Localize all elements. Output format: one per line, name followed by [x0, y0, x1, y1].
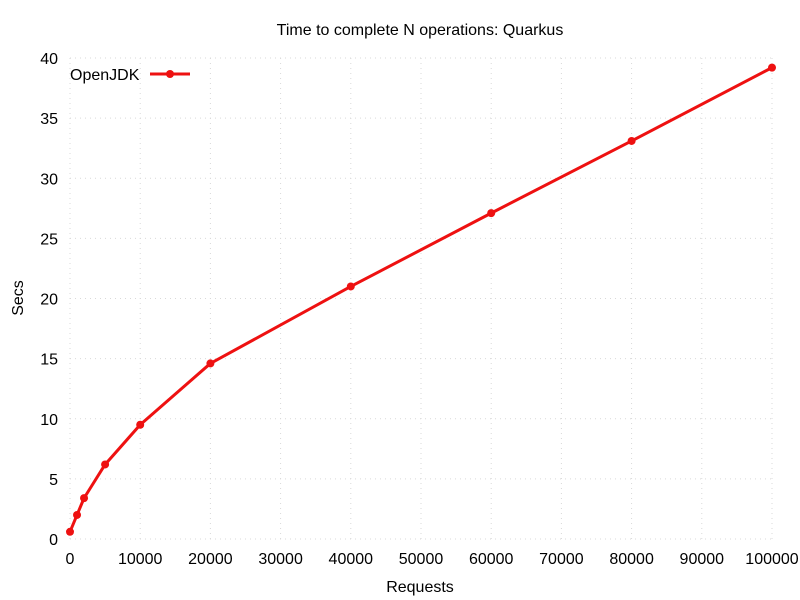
- y-tick-label: 40: [40, 51, 58, 68]
- x-tick-label: 10000: [118, 551, 163, 568]
- x-tick-label: 40000: [329, 551, 374, 568]
- y-axis-title: Secs: [10, 280, 27, 316]
- y-tick-label: 25: [40, 231, 58, 248]
- y-tick-label: 0: [49, 532, 58, 549]
- y-tick-label: 35: [40, 111, 58, 128]
- grid: [69, 57, 773, 540]
- y-tick-label: 30: [40, 171, 58, 188]
- series-layer: [66, 63, 776, 536]
- data-point: [206, 359, 215, 368]
- x-tick-label: 30000: [258, 551, 303, 568]
- x-tick-label: 0: [66, 551, 75, 568]
- x-axis-title: Requests: [386, 579, 454, 596]
- data-point: [136, 420, 145, 429]
- data-point: [101, 460, 110, 469]
- x-tick-label: 100000: [745, 551, 798, 568]
- data-point: [627, 136, 636, 145]
- x-tick-label: 70000: [539, 551, 584, 568]
- legend-marker-openjdk: [166, 70, 174, 78]
- x-tick-label: 80000: [609, 551, 654, 568]
- x-tick-label: 20000: [188, 551, 233, 568]
- data-point: [346, 282, 355, 291]
- y-tick-label: 15: [40, 352, 58, 369]
- y-tick-label: 20: [40, 292, 58, 309]
- legend: OpenJDK: [70, 67, 190, 84]
- y-axis-ticks: 0 5 10 15 20 25 30 35 40: [40, 51, 58, 549]
- x-tick-label: 90000: [680, 551, 725, 568]
- x-tick-label: 60000: [469, 551, 514, 568]
- x-tick-label: 50000: [399, 551, 444, 568]
- series-line-openjdk: [68, 66, 774, 534]
- y-tick-label: 5: [49, 472, 58, 489]
- data-point: [66, 527, 74, 536]
- y-tick-label: 10: [40, 412, 58, 429]
- data-point: [487, 209, 496, 218]
- chart-title: Time to complete N operations: Quarkus: [277, 22, 564, 39]
- data-point: [768, 63, 776, 72]
- legend-label-openjdk: OpenJDK: [70, 67, 140, 84]
- x-axis-ticks: 0 10000 20000 30000 40000 50000 60000 70000 8000…: [66, 551, 799, 568]
- data-point: [73, 510, 82, 519]
- data-point: [80, 494, 89, 503]
